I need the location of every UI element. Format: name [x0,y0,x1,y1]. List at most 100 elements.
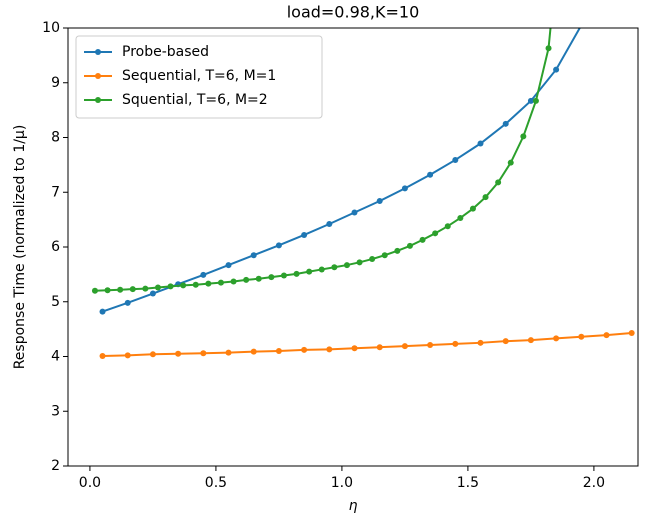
y-tick-label: 5 [51,294,60,310]
data-point [469,205,476,212]
data-point [331,264,338,271]
data-point [293,270,300,277]
data-point [628,329,635,336]
data-point [99,308,106,315]
data-point [545,45,552,52]
data-point [318,266,325,273]
data-point [502,120,509,127]
data-point [275,242,282,249]
x-tick-label: 0.0 [79,475,101,491]
y-tick-label: 7 [51,184,60,200]
data-point [495,179,502,186]
data-point [255,275,262,282]
data-point [381,252,388,259]
data-point [578,333,585,340]
data-point [580,28,583,29]
data-point [419,236,426,243]
legend-marker [95,73,101,79]
x-tick-label: 2.0 [583,475,605,491]
data-point [205,280,212,287]
data-point [376,344,383,351]
data-point [200,271,207,278]
data-point [124,352,131,359]
data-point [149,351,156,358]
data-point [343,262,350,269]
data-point [527,97,534,104]
y-tick-label: 10 [42,20,60,36]
data-point [351,345,358,352]
data-point [603,332,610,339]
legend-marker [95,97,101,103]
y-axis-label: Response Time (normalized to 1/μ) [12,125,28,370]
data-point [200,350,207,357]
legend-label: Probe-based [122,44,209,60]
data-point [452,340,459,347]
data-point [124,299,131,306]
y-tick-label: 9 [51,75,60,91]
y-tick-label: 2 [51,458,60,474]
data-point [401,185,408,192]
data-point [452,156,459,163]
legend-box [75,35,323,119]
data-point [230,278,237,285]
data-point [142,285,149,292]
data-point [250,252,257,259]
data-point [457,214,464,221]
data-point [192,281,199,288]
x-tick-label: 1.5 [457,475,479,491]
data-point [482,194,489,201]
data-point [175,350,182,357]
y-tick-label: 6 [51,239,60,255]
data-point [394,247,401,254]
data-point [225,349,232,356]
data-point [369,256,376,263]
data-point [326,221,333,228]
data-point [243,276,250,283]
data-point [180,282,187,289]
data-point [275,348,282,355]
data-point [527,337,534,344]
data-point [268,274,275,281]
legend-marker [95,49,101,55]
plot-area [91,28,635,359]
data-point [280,272,287,279]
x-axis-label: η [349,498,358,514]
data-point [225,262,232,269]
data-point [306,268,313,275]
data-point [117,286,124,293]
data-point [301,231,308,238]
data-point [553,335,560,342]
data-point [351,209,358,216]
x-tick-label: 0.5 [205,475,227,491]
data-point [477,140,484,147]
y-tick-label: 8 [51,130,60,146]
data-point [553,66,560,73]
data-point [154,284,161,291]
y-tick-label: 4 [51,349,60,365]
axes-frame [67,27,639,467]
data-point [502,338,509,345]
data-point [91,287,98,294]
data-point [427,342,434,349]
legend-label: Squential, T=6, M=2 [122,92,268,108]
data-point [376,198,383,205]
data-point [427,171,434,178]
data-point [104,287,111,294]
data-point [401,343,408,350]
data-point [432,230,439,237]
data-point [167,283,174,290]
data-point [406,242,413,249]
data-point [532,97,539,104]
data-point [507,159,514,166]
data-point [326,346,333,353]
y-tick-label: 3 [51,403,60,419]
data-point [250,348,257,355]
data-point [520,133,527,140]
x-tick-label: 1.0 [331,475,353,491]
chart-title: load=0.98,K=10 [287,3,420,22]
data-point [301,346,308,353]
data-point [444,223,451,230]
data-point [356,259,363,266]
data-point [217,279,224,286]
